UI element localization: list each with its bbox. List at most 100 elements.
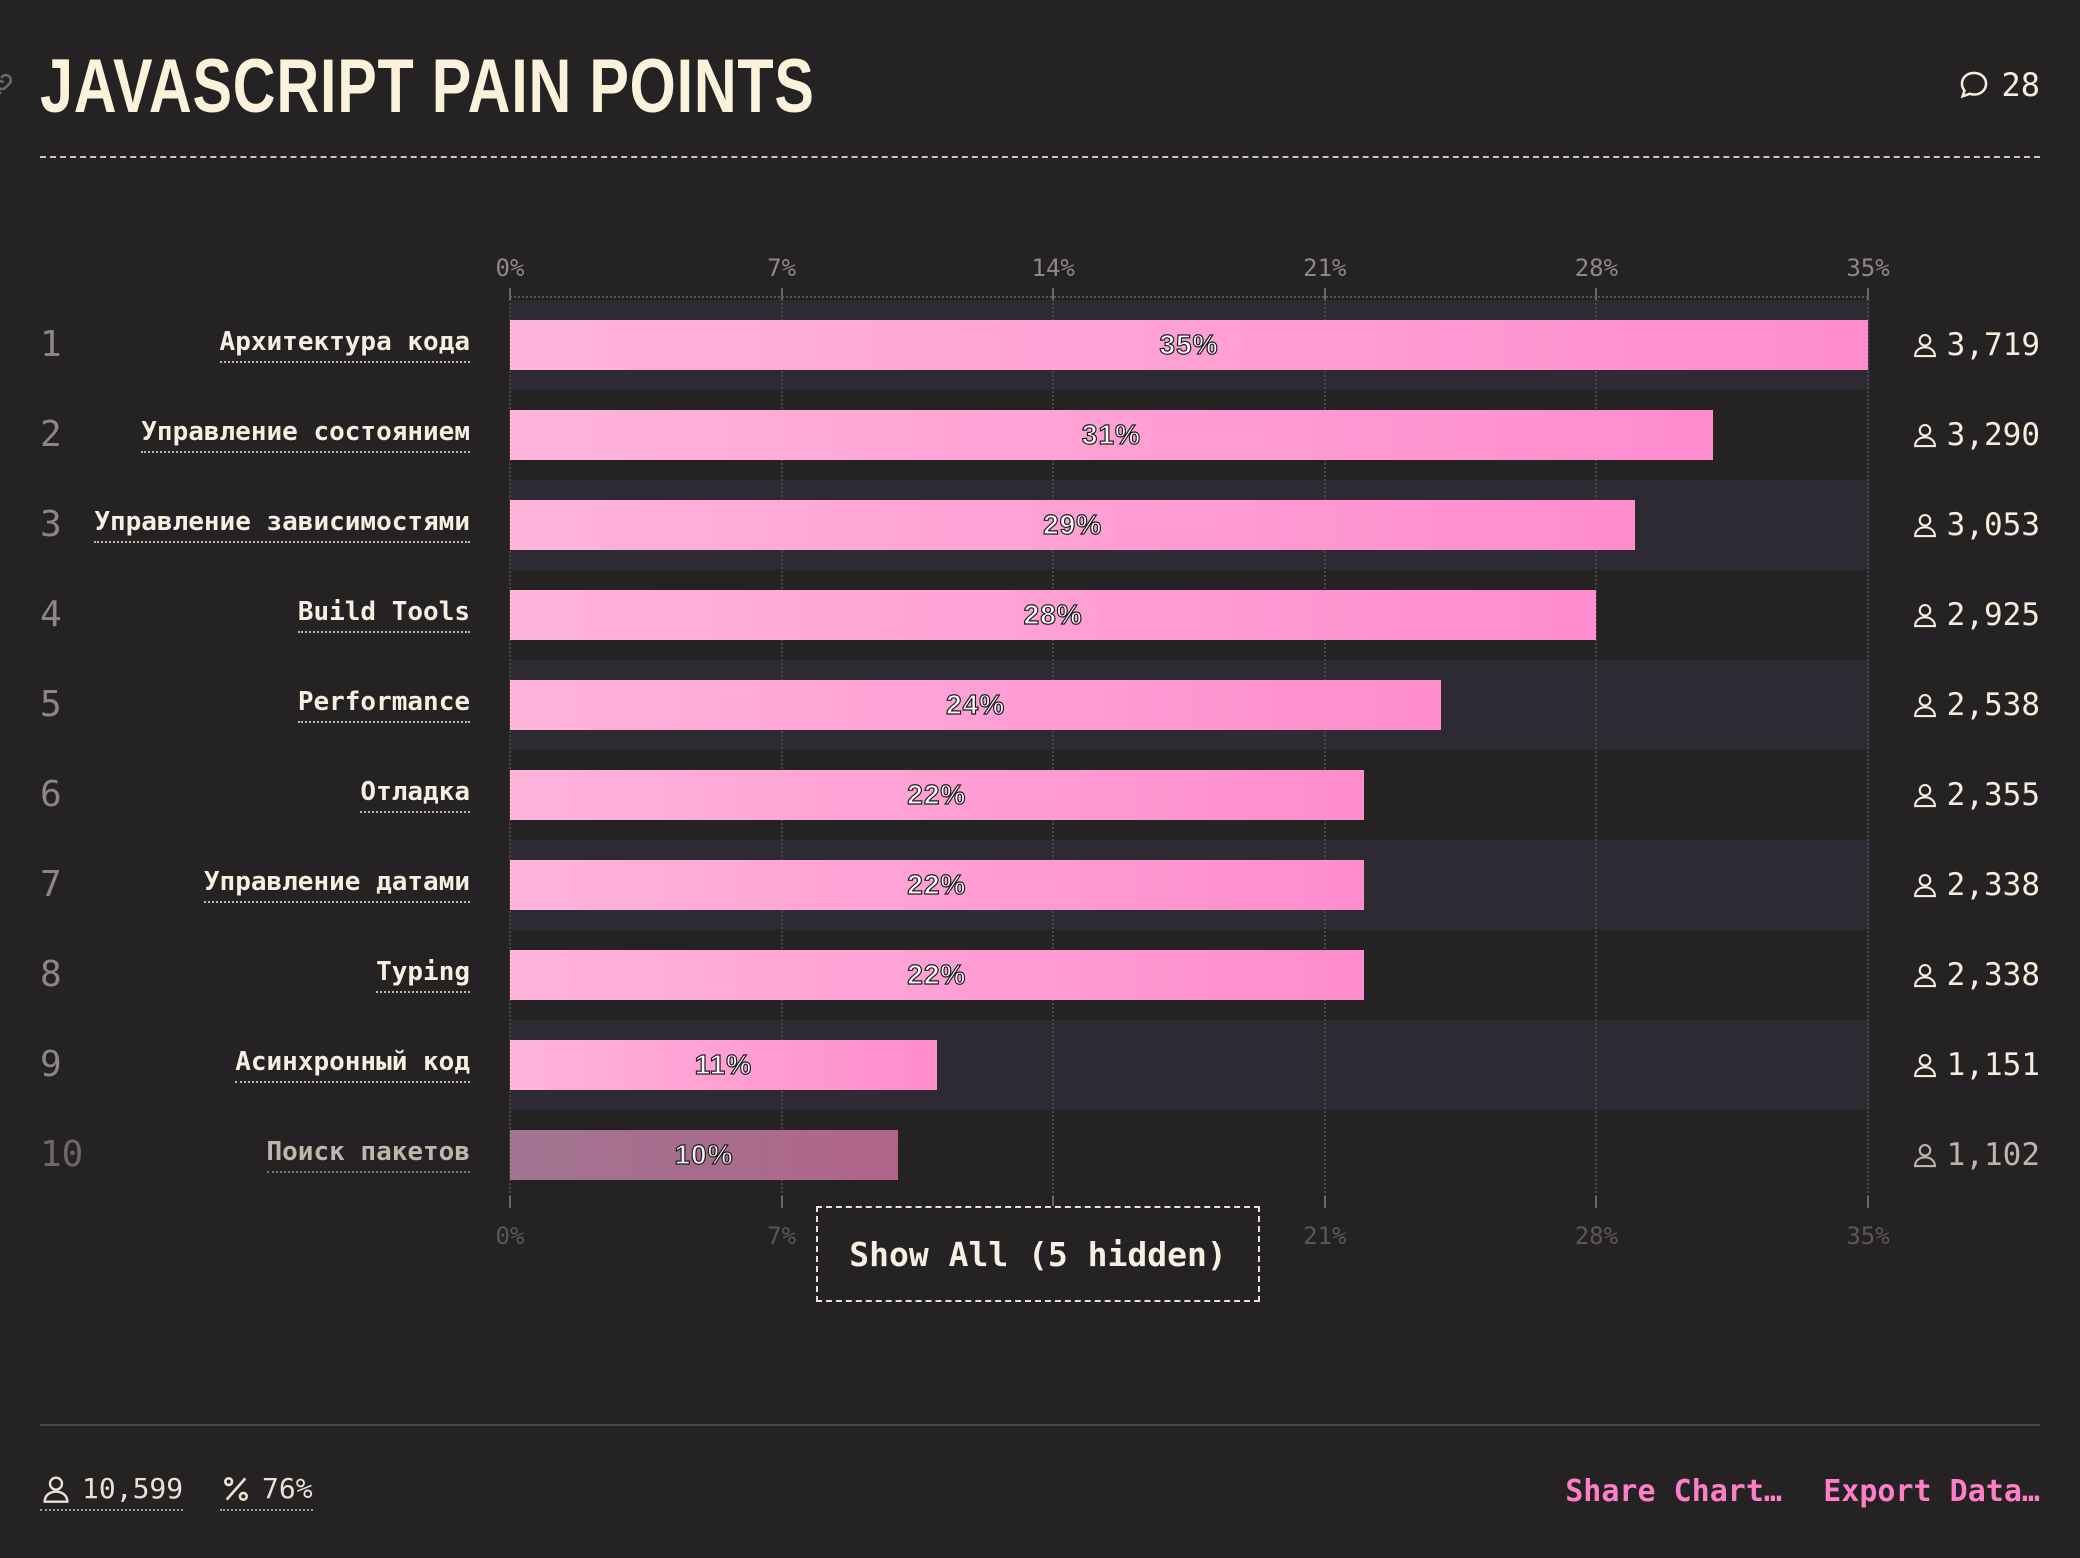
footer-divider: [40, 1424, 2040, 1426]
tick-mark: [780, 1196, 783, 1208]
respondent-count: 2,538: [1911, 685, 2040, 725]
percentage-value: 76%: [262, 1472, 313, 1505]
respondent-count: 2,355: [1911, 775, 2040, 815]
rank-number: 10: [40, 1134, 84, 1175]
respondent-count-value: 2,355: [1946, 777, 2040, 813]
bar-value-label: 35%: [1159, 328, 1219, 360]
comment-count: 28: [2001, 66, 2040, 104]
rank-number: 1: [40, 324, 62, 365]
respondents-count: 10,599: [82, 1472, 184, 1505]
x-tick-label: 7%: [767, 1222, 797, 1250]
row-label[interactable]: Отладка: [360, 775, 470, 813]
respondent-count: 3,053: [1911, 505, 2040, 545]
respondent-count-value: 3,053: [1946, 507, 2040, 543]
tick-mark: [1867, 1196, 1869, 1208]
bar-value-label: 11%: [694, 1048, 753, 1080]
x-tick-label: 0%: [495, 1222, 525, 1250]
bar[interactable]: 22%: [510, 950, 1364, 1000]
respondents-stat[interactable]: 10,599: [40, 1472, 184, 1511]
row-label[interactable]: Управление датами: [203, 865, 470, 903]
user-icon: [1913, 424, 1936, 448]
bar[interactable]: 10%: [510, 1130, 898, 1180]
user-icon: [1913, 784, 1936, 808]
row-label[interactable]: Архитектура кода: [219, 325, 470, 363]
tick-mark: [780, 288, 783, 300]
respondent-count: 3,290: [1911, 415, 2040, 455]
gridline: [1595, 296, 1598, 1200]
x-tick-label: 0%: [495, 254, 525, 282]
comments-button[interactable]: 28: [1957, 66, 2040, 104]
respondent-count-value: 2,338: [1946, 867, 2040, 903]
x-tick-label: 28%: [1574, 1222, 1619, 1250]
link-icon[interactable]: [0, 70, 16, 100]
header-divider: [40, 156, 2040, 158]
user-icon: [1913, 1054, 1936, 1078]
user-icon: [1913, 514, 1936, 538]
gridline: [1867, 296, 1869, 1200]
rank-number: 8: [40, 954, 62, 995]
respondent-count: 2,925: [1911, 595, 2040, 635]
row-label[interactable]: Асинхронный код: [235, 1045, 470, 1083]
user-icon: [1913, 604, 1936, 628]
show-all-button[interactable]: Show All (5 hidden): [816, 1206, 1260, 1302]
bar-value-label: 10%: [674, 1138, 734, 1170]
user-icon: [1913, 694, 1936, 718]
rank-number: 7: [40, 864, 62, 905]
bar[interactable]: 11%: [510, 1040, 937, 1090]
tick-mark: [1052, 1196, 1055, 1208]
page-title: JAVASCRIPT PAIN POINTS: [40, 44, 815, 129]
bar-value-label: 22%: [907, 868, 967, 900]
user-icon: [1913, 874, 1936, 898]
gridline: [780, 296, 783, 1200]
bar-value-label: 28%: [1023, 598, 1083, 630]
respondent-count-value: 3,290: [1946, 417, 2040, 453]
x-tick-label: 7%: [767, 254, 797, 282]
respondent-count-value: 2,925: [1946, 597, 2040, 633]
bar-value-label: 22%: [907, 778, 967, 810]
bar-value-label: 22%: [907, 958, 967, 990]
bar[interactable]: 29%: [510, 500, 1636, 550]
gridline: [509, 296, 511, 1200]
x-axis-line: [510, 296, 1868, 298]
row-label[interactable]: Typing: [376, 955, 470, 993]
rank-number: 3: [40, 504, 62, 545]
x-tick-label: 28%: [1574, 254, 1619, 282]
row-label[interactable]: Управление состоянием: [141, 415, 470, 453]
row-label[interactable]: Управление зависимостями: [94, 505, 470, 543]
tick-mark: [1323, 1196, 1326, 1208]
bar[interactable]: 24%: [510, 680, 1442, 730]
gridline: [1323, 296, 1326, 1200]
user-icon: [1913, 964, 1936, 988]
row-label[interactable]: Build Tools: [297, 595, 470, 633]
tick-mark: [509, 1196, 511, 1208]
respondent-count-value: 3,719: [1946, 327, 2040, 363]
rank-number: 2: [40, 414, 62, 455]
x-tick-label: 21%: [1303, 254, 1347, 282]
percentage-stat[interactable]: 76%: [220, 1472, 313, 1511]
respondent-count: 1,102: [1911, 1135, 2040, 1175]
rank-number: 5: [40, 684, 62, 725]
percent-icon: [224, 1476, 248, 1501]
bar[interactable]: 22%: [510, 770, 1364, 820]
respondent-count-value: 2,338: [1946, 957, 2040, 993]
respondent-count-value: 2,538: [1946, 687, 2040, 723]
share-chart-link[interactable]: Share Chart…: [1565, 1474, 1782, 1509]
x-tick-label: 35%: [1846, 1222, 1890, 1250]
respondent-count: 3,719: [1911, 325, 2040, 365]
bar[interactable]: 31%: [510, 410, 1713, 460]
bar-value-label: 29%: [1042, 508, 1103, 540]
bar[interactable]: 22%: [510, 860, 1364, 910]
user-icon: [1913, 1144, 1936, 1168]
row-label[interactable]: Поиск пакетов: [266, 1135, 470, 1173]
tick-mark: [1595, 288, 1598, 300]
respondent-count-value: 1,102: [1946, 1137, 2040, 1173]
bar[interactable]: 35%: [510, 320, 1868, 370]
user-icon: [43, 1475, 69, 1503]
row-label[interactable]: Performance: [297, 685, 470, 723]
export-data-link[interactable]: Export Data…: [1823, 1474, 2040, 1509]
bar[interactable]: 28%: [510, 590, 1597, 640]
x-tick-label: 35%: [1846, 254, 1890, 282]
tick-mark: [1052, 288, 1055, 300]
tick-mark: [1323, 288, 1326, 300]
gridline: [1052, 296, 1055, 1200]
